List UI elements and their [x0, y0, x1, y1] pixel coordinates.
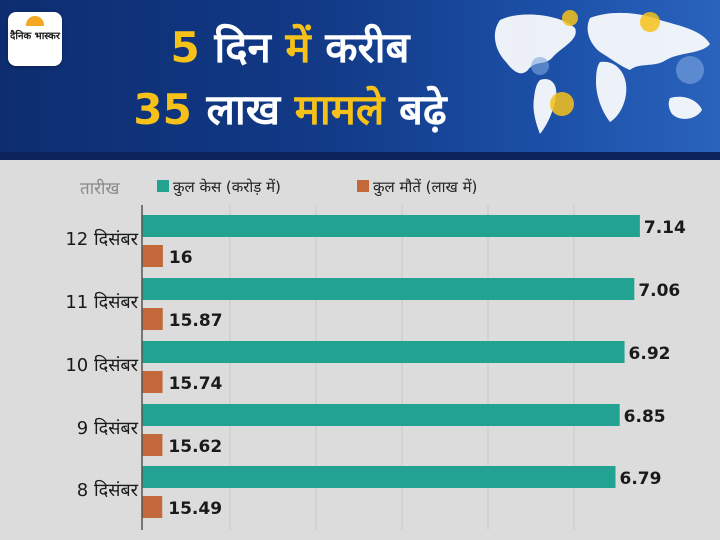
cases-bar — [142, 341, 625, 363]
logo-sun-icon — [26, 16, 44, 26]
cases-bar — [142, 215, 640, 237]
deaths-value-label: 15.62 — [168, 437, 222, 457]
date-label: 9 दिसंबर — [77, 417, 139, 439]
headline-word: दिन — [214, 23, 286, 72]
legend-swatch-cases — [157, 180, 169, 192]
deaths-bar — [142, 496, 163, 518]
dainik-bhaskar-logo: दैनिक भास्कर — [8, 12, 62, 66]
logo-text: दैनिक भास्कर — [10, 31, 60, 42]
world-map-illustration — [494, 10, 710, 134]
cases-value-label: 6.79 — [619, 469, 661, 489]
deaths-value-label: 15.49 — [168, 499, 222, 519]
cases-value-label: 7.14 — [644, 218, 686, 238]
cases-bar — [142, 278, 635, 300]
date-label: 11 दिसंबर — [65, 291, 138, 313]
headline-word: बढ़े — [399, 85, 447, 134]
deaths-bar — [142, 371, 163, 393]
headline-line-1: 5 दिन में करीब — [60, 18, 520, 75]
axis-title: तारीख — [80, 178, 120, 199]
cases-bar — [142, 466, 616, 488]
legend-swatch-deaths — [357, 180, 369, 192]
headline-word: 5 — [170, 23, 215, 72]
headline-word: करीब — [325, 23, 410, 72]
deaths-value-label: 15.87 — [169, 311, 223, 331]
cases-value-label: 7.06 — [638, 281, 680, 301]
headline-word: लाख — [206, 85, 295, 134]
date-label: 10 दिसंबर — [65, 354, 138, 376]
legend-label-deaths: कुल मौतें (लाख में) — [373, 178, 477, 197]
date-label: 12 दिसंबर — [65, 228, 138, 250]
deaths-bar — [142, 434, 163, 456]
deaths-bar — [142, 245, 163, 267]
date-label: 8 दिसंबर — [77, 479, 139, 501]
headline-word: में — [285, 23, 326, 72]
legend-label-cases: कुल केस (करोड़ में) — [173, 178, 281, 197]
deaths-bar — [142, 308, 163, 330]
headline-word: 35 — [133, 85, 207, 134]
deaths-value-label: 15.74 — [169, 374, 223, 394]
headline-word: मामले — [294, 85, 399, 134]
banner-bottom-strip — [0, 152, 720, 160]
deaths-value-label: 16 — [169, 248, 193, 268]
cases-value-label: 6.92 — [629, 344, 671, 364]
cases-bar — [142, 404, 620, 426]
header-banner: दैनिक भास्कर 5 दिन में करीब 35 लाख मामले… — [0, 0, 720, 160]
headline-line-2: 35 लाख मामले बढ़े — [60, 80, 520, 137]
cases-value-label: 6.85 — [624, 407, 666, 427]
